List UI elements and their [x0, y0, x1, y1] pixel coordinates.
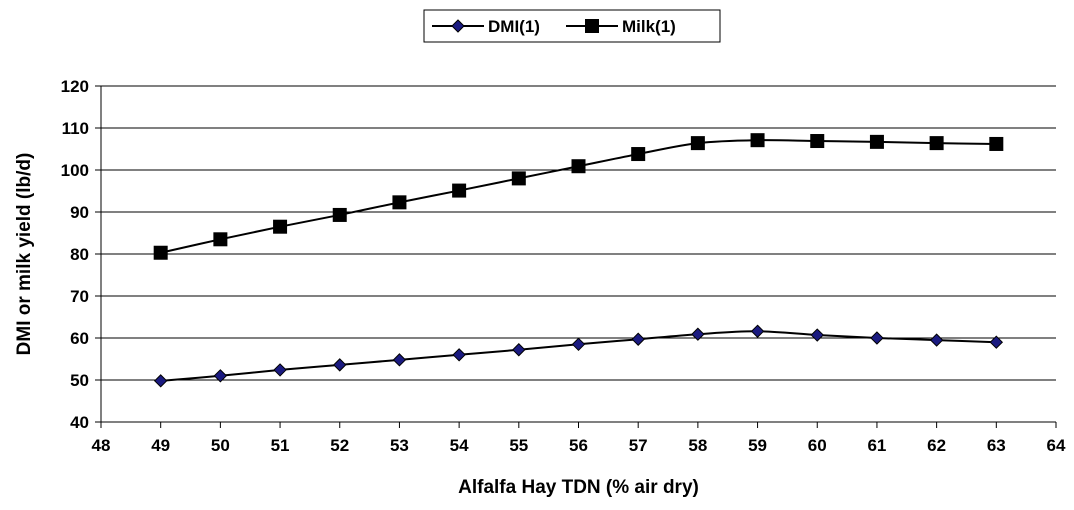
- data-point: [870, 331, 884, 345]
- x-tick-label: 60: [808, 436, 827, 455]
- data-point: [810, 328, 824, 342]
- x-tick-label: 51: [271, 436, 290, 455]
- y-tick-label: 70: [70, 287, 89, 306]
- x-tick-label: 56: [569, 436, 588, 455]
- data-point: [989, 335, 1004, 349]
- x-tick-label: 50: [211, 436, 230, 455]
- y-tick-label: 110: [62, 119, 89, 138]
- x-tick-label: 57: [629, 436, 648, 455]
- data-point: [392, 353, 407, 367]
- data-point: [452, 348, 466, 362]
- data-point: [691, 327, 705, 341]
- data-point: [213, 369, 228, 383]
- legend-marker: [451, 19, 465, 33]
- data-point: [631, 332, 645, 346]
- x-axis-title: Alfalfa Hay TDN (% air dry): [458, 477, 699, 498]
- data-point: [869, 134, 884, 149]
- data-point: [929, 136, 944, 151]
- legend-marker: [585, 19, 599, 33]
- x-tick-label: 48: [92, 436, 111, 455]
- series-layer: [153, 133, 1004, 388]
- x-tick-label: 52: [330, 436, 349, 455]
- data-point: [929, 333, 944, 347]
- y-tick-label: 60: [70, 329, 89, 348]
- data-point: [333, 358, 347, 372]
- legend-label: Milk(1): [622, 17, 676, 36]
- data-point: [511, 171, 526, 186]
- x-tick-label: 53: [390, 436, 409, 455]
- data-point: [750, 133, 765, 148]
- data-point: [213, 232, 228, 247]
- data-point: [392, 195, 407, 210]
- series-line-1: [160, 139, 997, 254]
- x-tick-label: 55: [509, 436, 528, 455]
- x-tick-label: 61: [867, 436, 886, 455]
- data-point: [631, 147, 646, 162]
- data-point: [273, 219, 288, 234]
- data-point: [273, 363, 287, 377]
- data-point: [153, 374, 168, 388]
- tick-labels: 40 50 60 70 80 90 100 110 120 48 49 50 51 52 53 54 55 56 5…: [61, 77, 1066, 455]
- gridlines: [101, 85, 1056, 381]
- x-tick-label: 59: [748, 436, 767, 455]
- data-point: [750, 324, 765, 338]
- data-point: [452, 183, 467, 198]
- y-tick-label: 40: [70, 413, 89, 432]
- data-point: [571, 159, 586, 174]
- y-tick-label: 120: [61, 77, 89, 96]
- data-point: [512, 343, 526, 357]
- x-tick-label: 62: [927, 436, 946, 455]
- x-tick-label: 58: [688, 436, 707, 455]
- data-point: [332, 207, 347, 222]
- y-tick-label: 50: [70, 371, 89, 390]
- x-tick-label: 64: [1047, 436, 1066, 455]
- legend: DMI(1) Milk(1): [423, 9, 721, 43]
- y-tick-label: 80: [70, 245, 89, 264]
- x-tick-label: 63: [987, 436, 1006, 455]
- y-axis-title: DMI or milk yield (lb/d): [14, 153, 35, 356]
- x-tick-label: 54: [450, 436, 469, 455]
- axes: [95, 85, 1057, 428]
- y-tick-label: 100: [61, 161, 89, 180]
- y-tick-label: 90: [70, 203, 89, 222]
- data-point: [810, 134, 825, 149]
- x-tick-label: 49: [151, 436, 170, 455]
- data-point: [989, 136, 1004, 151]
- data-point: [690, 136, 705, 151]
- legend-label: DMI(1): [488, 17, 540, 36]
- data-point: [571, 337, 586, 352]
- data-point: [153, 245, 168, 260]
